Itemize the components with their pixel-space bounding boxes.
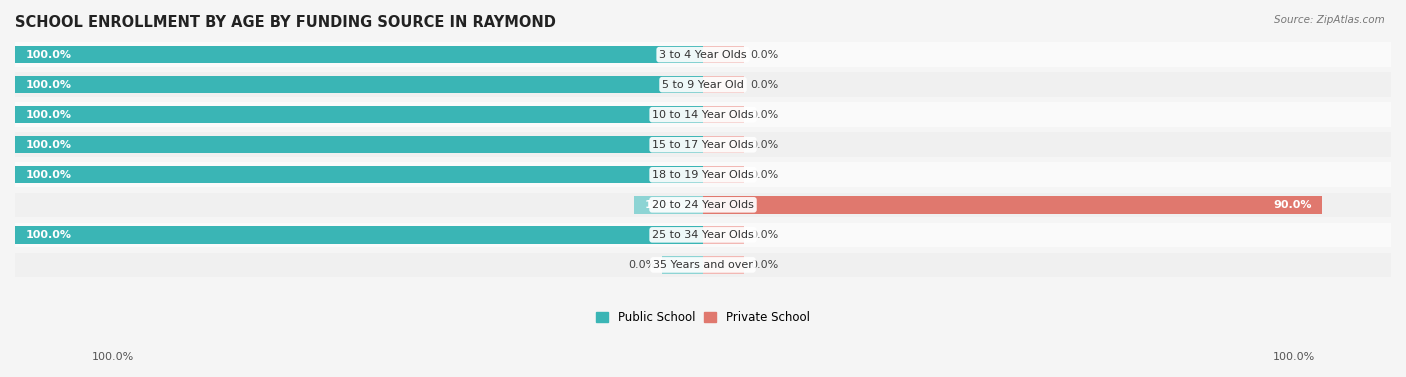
Text: 100.0%: 100.0% [1272,352,1315,362]
Text: 0.0%: 0.0% [749,260,778,270]
Text: 100.0%: 100.0% [25,50,72,60]
Text: 100.0%: 100.0% [25,80,72,90]
Text: SCHOOL ENROLLMENT BY AGE BY FUNDING SOURCE IN RAYMOND: SCHOOL ENROLLMENT BY AGE BY FUNDING SOUR… [15,15,555,30]
Text: 5 to 9 Year Old: 5 to 9 Year Old [662,80,744,90]
Text: 0.0%: 0.0% [749,170,778,180]
Text: 15 to 17 Year Olds: 15 to 17 Year Olds [652,140,754,150]
Bar [15,162,1391,187]
Bar [15,136,703,153]
Bar [15,166,703,184]
Text: 100.0%: 100.0% [25,170,72,180]
Text: 0.0%: 0.0% [628,260,657,270]
Bar [703,46,744,63]
Bar [703,106,744,123]
Text: 0.0%: 0.0% [749,50,778,60]
Bar [703,226,744,244]
Text: 18 to 19 Year Olds: 18 to 19 Year Olds [652,170,754,180]
Bar [634,196,703,213]
Legend: Public School, Private School: Public School, Private School [592,307,814,329]
Text: 100.0%: 100.0% [25,110,72,120]
Bar [15,193,1391,217]
Text: 100.0%: 100.0% [25,140,72,150]
Bar [15,253,1391,277]
Text: 0.0%: 0.0% [749,140,778,150]
Bar [662,256,703,274]
Text: 35 Years and over: 35 Years and over [652,260,754,270]
Text: 0.0%: 0.0% [749,80,778,90]
Bar [15,103,1391,127]
Text: 0.0%: 0.0% [749,110,778,120]
Bar [703,76,744,93]
Text: 10 to 14 Year Olds: 10 to 14 Year Olds [652,110,754,120]
Text: 25 to 34 Year Olds: 25 to 34 Year Olds [652,230,754,240]
Bar [15,46,703,63]
Text: 0.0%: 0.0% [749,230,778,240]
Bar [15,106,703,123]
Bar [703,256,744,274]
Text: 10.0%: 10.0% [644,200,683,210]
Text: 20 to 24 Year Olds: 20 to 24 Year Olds [652,200,754,210]
Bar [15,42,1391,67]
Text: 100.0%: 100.0% [25,230,72,240]
Bar [703,196,1322,213]
Bar [15,132,1391,157]
Text: 3 to 4 Year Olds: 3 to 4 Year Olds [659,50,747,60]
Bar [15,222,1391,247]
Text: 90.0%: 90.0% [1274,200,1312,210]
Bar [15,226,703,244]
Text: Source: ZipAtlas.com: Source: ZipAtlas.com [1274,15,1385,25]
Bar [703,136,744,153]
Bar [15,76,703,93]
Bar [703,166,744,184]
Bar [15,72,1391,97]
Text: 100.0%: 100.0% [91,352,134,362]
